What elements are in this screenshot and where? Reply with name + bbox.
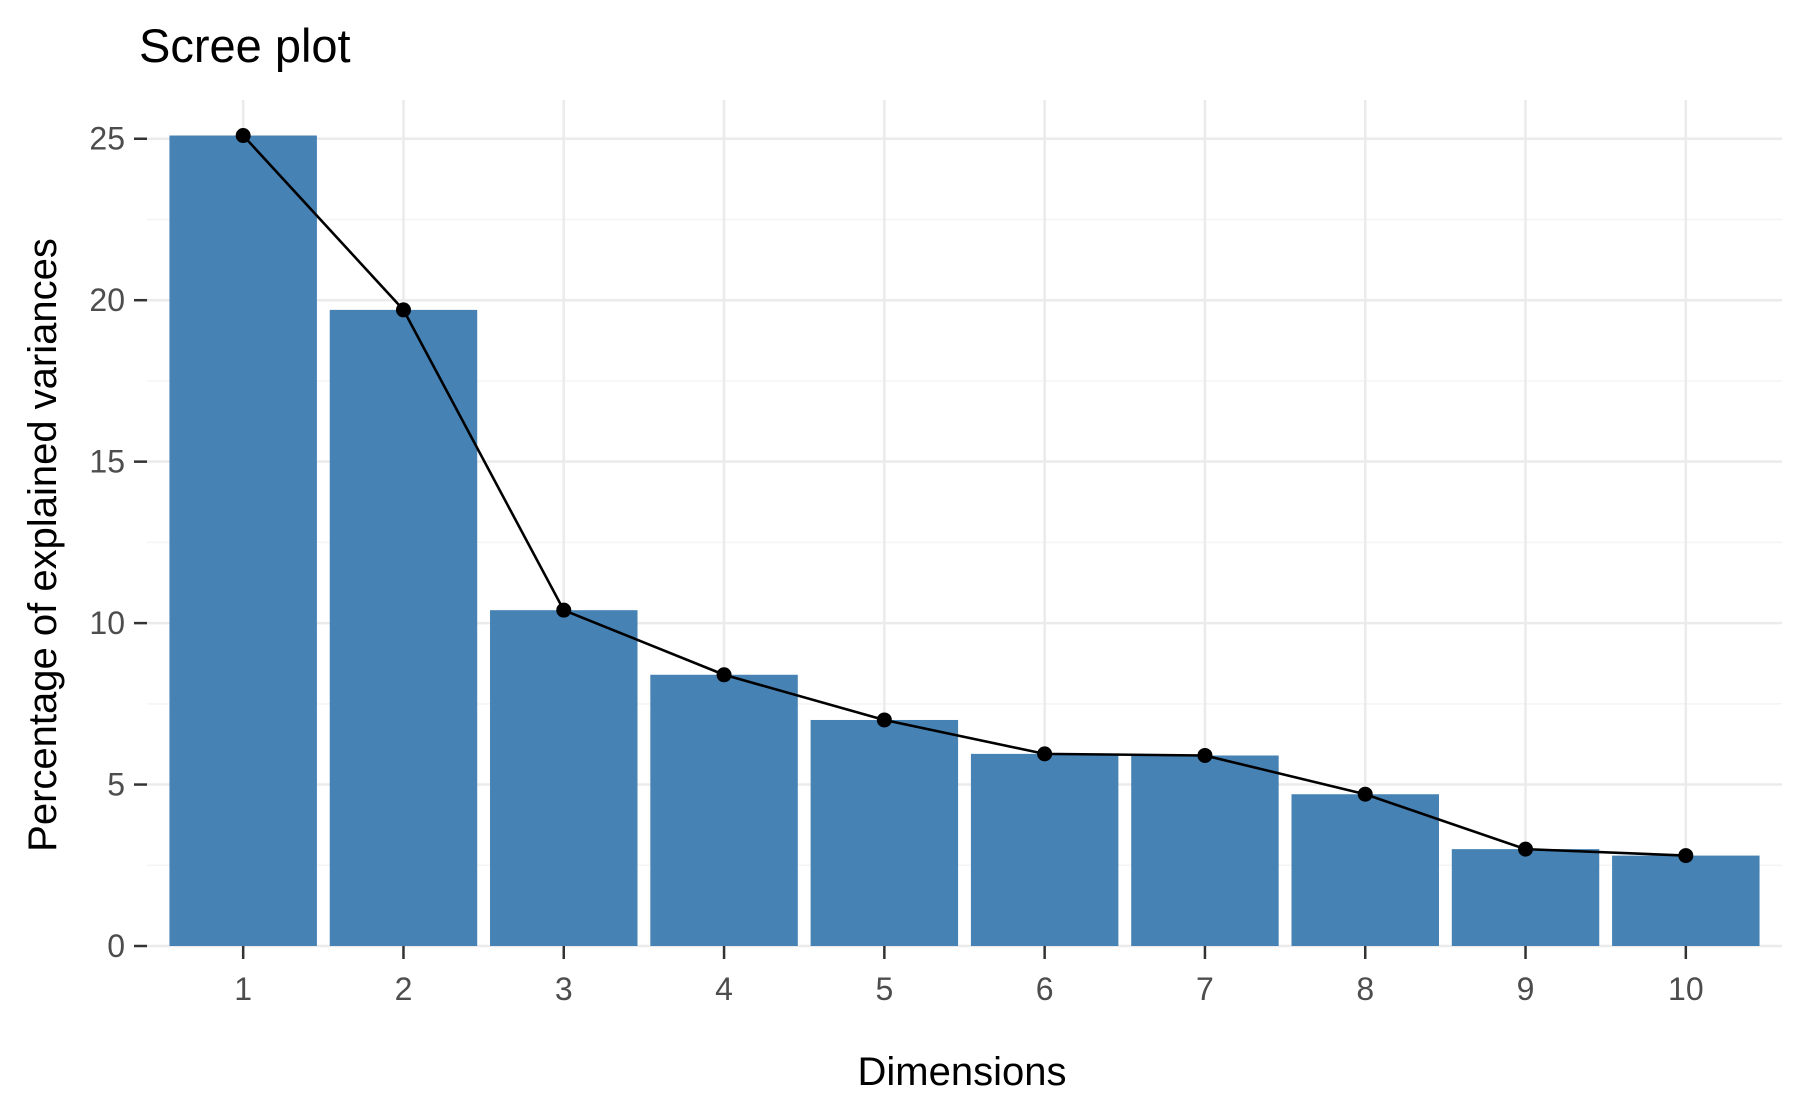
x-tick-label: 7 — [1196, 971, 1214, 1007]
bar-10 — [1612, 855, 1760, 946]
point-3 — [556, 602, 572, 618]
x-tick-label: 6 — [1036, 971, 1054, 1007]
x-axis-title: Dimensions — [858, 1050, 1067, 1094]
trend-line-layer — [242, 134, 1686, 857]
x-tick-label: 10 — [1668, 971, 1704, 1007]
x-tick-label: 8 — [1356, 971, 1374, 1007]
point-6 — [1037, 746, 1053, 762]
point-9 — [1518, 841, 1534, 857]
trend-line — [242, 134, 1686, 857]
bar-6 — [970, 753, 1119, 946]
bar-3 — [490, 610, 638, 946]
y-axis: 0 5 10 15 20 25 — [89, 121, 147, 964]
y-tick-label: 0 — [107, 928, 125, 964]
bar-4 — [650, 674, 798, 946]
y-tick-label: 15 — [89, 444, 125, 480]
bar-1 — [169, 135, 317, 946]
x-tick-label: 2 — [395, 971, 413, 1007]
bars — [169, 135, 1760, 946]
point-7 — [1197, 747, 1213, 763]
y-tick-label: 5 — [107, 767, 125, 803]
point-5 — [876, 712, 892, 728]
y-tick-label: 25 — [89, 121, 125, 157]
x-tick-label: 1 — [234, 971, 252, 1007]
x-tick-label: 9 — [1517, 971, 1535, 1007]
point-2 — [395, 302, 411, 318]
x-axis: 1 2 3 4 5 6 7 8 9 10 — [234, 946, 1704, 1007]
points — [235, 128, 1694, 864]
bar-5 — [810, 719, 959, 946]
y-tick-label: 10 — [89, 605, 125, 641]
bar-9 — [1451, 849, 1600, 946]
bar-8 — [1291, 794, 1439, 946]
point-4 — [716, 667, 732, 683]
point-1 — [235, 128, 251, 144]
point-8 — [1357, 786, 1373, 802]
x-tick-label: 5 — [875, 971, 893, 1007]
y-axis-title: Percentage of explained variances — [21, 238, 65, 852]
bar-2 — [329, 309, 478, 946]
bar-7 — [1131, 755, 1279, 946]
point-10 — [1678, 848, 1694, 864]
x-tick-label: 3 — [555, 971, 573, 1007]
chart-title: Scree plot — [139, 19, 351, 72]
x-tick-label: 4 — [715, 971, 733, 1007]
y-tick-label: 20 — [89, 282, 125, 318]
